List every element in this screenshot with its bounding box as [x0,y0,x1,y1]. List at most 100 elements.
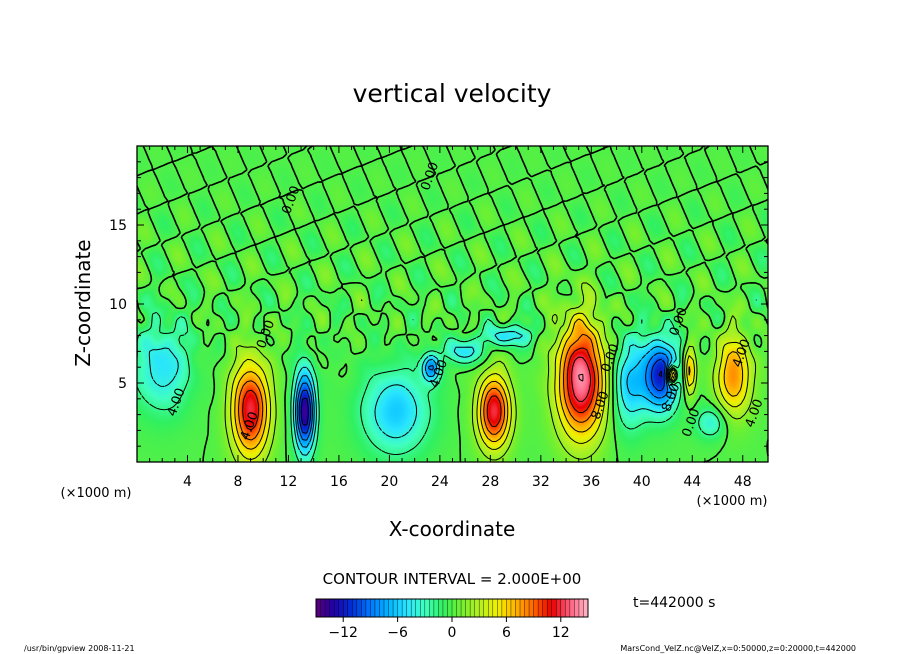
colorbar-swatch [456,599,462,617]
y-tick-label: 10 [109,297,127,313]
x-tick-label: 12 [280,474,298,490]
x-tick-label: 32 [532,474,550,490]
colorbar-swatch [316,599,321,617]
x-tick-label: 24 [431,474,449,490]
colorbar-swatch [510,599,516,617]
colorbar-swatch [433,599,439,617]
colorbar-swatch [497,599,503,617]
x-tick-label: 48 [734,474,752,490]
colorbar-swatch [538,599,544,617]
contour-level [242,347,596,431]
colorbar-swatch [529,599,534,617]
contour-level [298,358,666,434]
y-tick-label: 15 [109,218,127,234]
colorbar-tick-label: −6 [387,625,408,641]
colorbar-swatch [483,599,489,617]
colorbar-swatch [347,599,353,617]
contour-level [300,370,663,426]
contour-level [296,352,669,441]
colorbar-swatch [442,599,448,617]
colorbar: −12 −6 0 6 12 [315,598,589,641]
contour-level [230,312,749,460]
contour-level [136,145,769,463]
colorbar-swatch [479,599,485,617]
x-unit-label-left: (×1000 m) [61,486,132,501]
colorbar-swatch [569,599,575,617]
y-axis-ticks: 5 10 15 [109,161,768,447]
velocity-heatmap [137,146,768,462]
colorbar-swatch [415,599,421,617]
colorbar-swatch [374,599,380,617]
colorbar-swatch [329,599,335,617]
colorbar-swatch [365,599,371,617]
colorbar-swatch [343,599,349,617]
colorbar-tick-label: 6 [502,625,511,641]
colorbar-swatch [465,599,471,617]
colorbar-swatch [574,599,580,617]
contour-level [295,346,673,448]
x-axis-ticks: 4 8 12 16 20 24 28 32 36 40 44 48 [149,146,756,490]
contour-level [148,331,677,456]
x-tick-label: 16 [330,474,348,490]
colorbar-swatch [352,599,358,617]
colorbar-swatch [583,599,589,617]
colorbar-tick-label: −12 [328,625,358,641]
colorbar-tick-label: 0 [448,625,457,641]
time-label: t=442000 s [633,595,715,611]
colorbar-swatch [361,599,367,617]
colorbar-swatch [397,599,403,617]
colorbar-swatch [438,599,444,617]
colorbar-swatch [542,599,548,617]
footer-right: MarsCond_VelZ.nc@VelZ,x=0:50000,z=0:2000… [620,644,856,653]
colorbar-swatch [551,599,557,617]
colorbar-swatch [520,599,525,617]
y-tick-label: 5 [118,376,127,392]
colorbar-swatch [356,599,362,617]
colorbar-swatch [320,599,326,617]
colorbar-swatch [565,599,571,617]
colorbar-swatch [501,599,507,617]
footer-left: /usr/bin/gpview 2008-11-21 [24,644,135,653]
contour-level [224,282,757,463]
x-tick-label: 40 [633,474,651,490]
colorbar-swatch [420,599,426,617]
colorbar-swatch [461,599,466,617]
colorbar-swatch [515,599,521,617]
colorbar-swatch [492,599,498,617]
colorbar-swatch [393,599,398,617]
x-tick-label: 4 [183,474,192,490]
chart-title: vertical velocity [353,79,552,108]
colorbar-swatch [474,599,480,617]
x-unit-label-right: (×1000 m) [697,494,768,509]
colorbar-swatch [379,599,385,617]
colorbar-swatch [470,599,476,617]
colorbar-swatch [411,599,417,617]
y-axis-label: Z-coordinate [71,239,95,366]
colorbar-swatch [560,599,566,617]
colorbar-swatch [325,599,330,617]
x-tick-label: 8 [233,474,242,490]
contour-level [136,299,757,463]
colorbar-swatch [429,599,435,617]
x-axis-label: X-coordinate [389,517,516,541]
x-tick-label: 44 [683,474,701,490]
colorbar-ticks: −12 −6 0 6 12 [328,617,570,641]
contour-level [238,333,600,441]
x-tick-label: 28 [481,474,499,490]
plot-area: 0.000.000.004.004.004.008.000.008.000.00… [109,145,769,490]
colorbar-swatch [524,599,530,617]
x-tick-label: 36 [582,474,600,490]
colorbar-swatch [578,599,584,617]
colorbar-swatch [488,599,494,617]
colorbar-swatch [388,599,394,617]
contour-level [578,373,584,382]
colorbar-tick-label: 12 [552,625,570,641]
contour-level [571,356,592,402]
colorbar-swatch [452,599,457,617]
colorbar-swatch [547,599,553,617]
contour-interval-text: CONTOUR INTERVAL = 2.000E+00 [323,570,582,588]
colorbar-swatch [370,599,376,617]
colorbar-swatch [447,599,453,617]
colorbar-swatch [334,599,340,617]
